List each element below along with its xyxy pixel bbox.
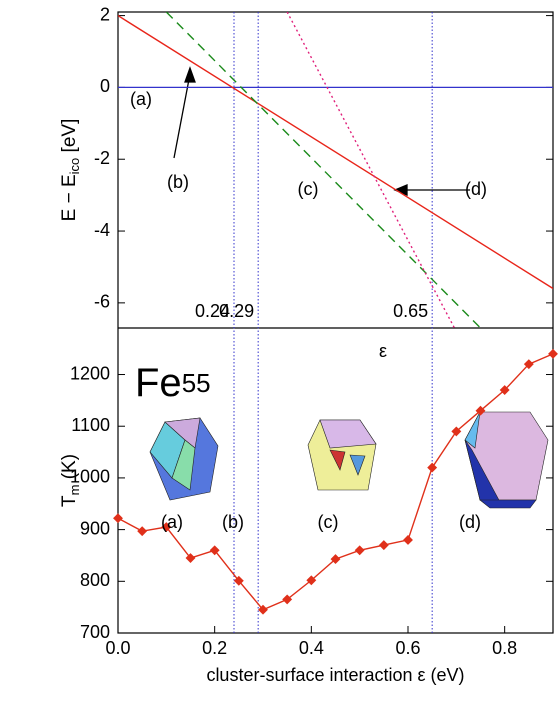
label-part: 55 [182, 368, 211, 398]
y-tick-label: -2 [94, 148, 110, 168]
data-point [523, 359, 534, 370]
data-point [548, 348, 558, 359]
y-tick-label: 1100 [71, 415, 110, 435]
data-point [185, 553, 196, 563]
label-part: [eV] [59, 119, 80, 158]
cluster-c [307, 419, 377, 491]
label-part: Fe [135, 361, 182, 405]
annotation: (b) [167, 172, 189, 192]
annotation: (b) [222, 512, 244, 532]
data-point [306, 575, 317, 586]
annotation: (d) [459, 512, 481, 532]
label: Fe55 [135, 361, 211, 405]
data-point [258, 604, 268, 615]
label-part: (K) [59, 454, 80, 485]
annotation: (c) [298, 179, 319, 199]
label-part: ico [67, 158, 82, 175]
data-point [161, 522, 172, 532]
annotation: (a) [161, 512, 183, 532]
label-part: E − E [59, 174, 80, 221]
marker-label: 0.65 [393, 301, 428, 321]
y-tick-label: 1000 [70, 467, 110, 487]
data-point [137, 526, 148, 537]
data-point [475, 405, 486, 416]
data-point [209, 545, 220, 556]
y-tick-label: 2 [100, 4, 110, 24]
x-tick-label: 0.2 [202, 638, 227, 658]
cluster-d [464, 411, 549, 509]
marker-label: 0.24 [195, 301, 230, 321]
frame [117, 11, 554, 634]
y-tick-label: 900 [80, 518, 110, 538]
data-point [378, 540, 389, 551]
x-tick-label: 0.6 [395, 638, 420, 658]
annotation: (a) [130, 89, 152, 109]
data-point [427, 462, 438, 473]
data-point [354, 545, 365, 556]
x-tick-label: 0.0 [105, 638, 130, 658]
data-point [233, 575, 244, 586]
y-tick-label: 0 [100, 76, 110, 96]
x-tick-label: 0.4 [299, 638, 324, 658]
annotation: (d) [465, 179, 487, 199]
cluster-a [149, 417, 219, 501]
label: E − Eico [eV] [59, 119, 82, 222]
x-tick-label: 0.8 [492, 638, 517, 658]
data-point [451, 426, 462, 437]
y-tick-label: 1200 [70, 363, 110, 383]
label: Tm (K) [59, 454, 82, 507]
data-point [113, 513, 123, 524]
label-part: T [59, 495, 80, 507]
series-line [286, 12, 456, 328]
marker-label: 0.29 [219, 301, 254, 321]
y-tick-label: 700 [80, 622, 110, 642]
data-point [330, 554, 341, 565]
data-point [403, 534, 413, 545]
y-tick-label: 800 [80, 570, 110, 590]
annotation: ε [379, 341, 387, 361]
label-part: m [67, 485, 82, 496]
y-tick-label: -4 [94, 220, 110, 240]
y-tick-label: -6 [94, 292, 110, 312]
data-point [282, 594, 293, 605]
annotation: (c) [318, 512, 339, 532]
data-point [499, 385, 510, 395]
series-line [118, 14, 553, 290]
x-axis-label: cluster-surface interaction ε (eV) [206, 665, 464, 685]
series-line [165, 12, 481, 328]
